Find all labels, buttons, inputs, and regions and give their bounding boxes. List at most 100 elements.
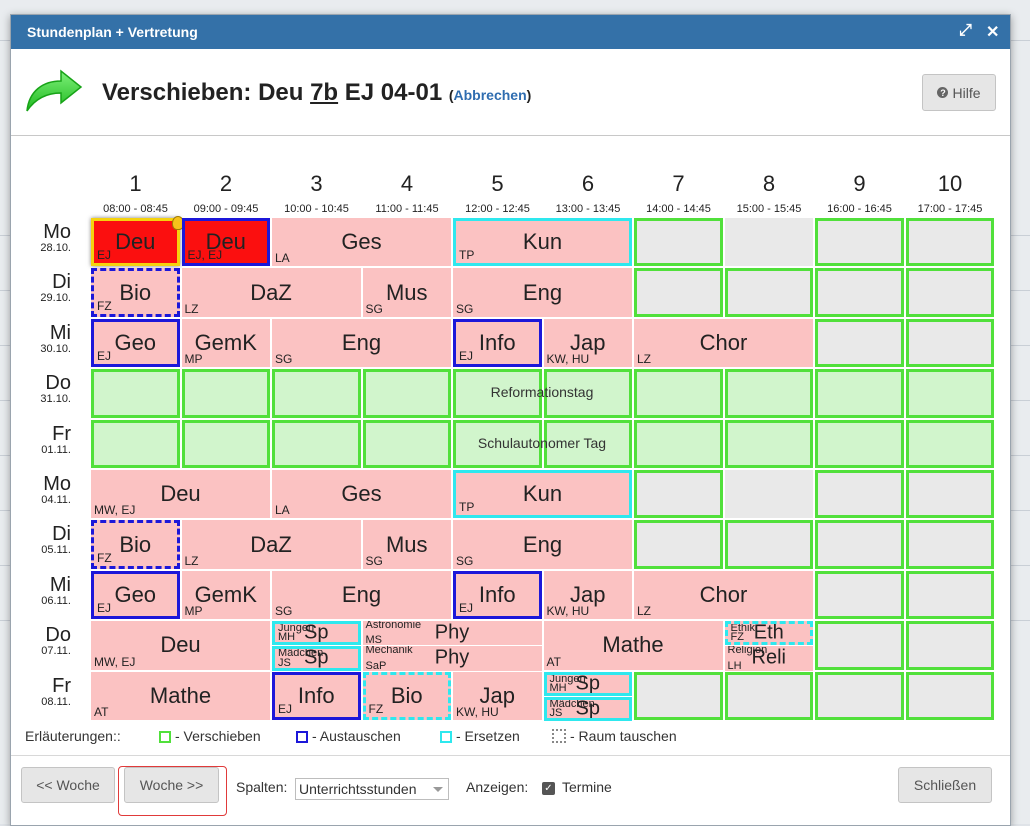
lesson-half-cell[interactable]: Sp Jungen MH [543,671,632,696]
lesson-cell[interactable]: Mus SG [362,268,451,317]
lesson-cell[interactable]: Jap KW, HU [453,671,542,720]
holiday-slot[interactable] [91,419,180,468]
empty-slot[interactable] [815,268,904,317]
empty-slot[interactable] [905,671,994,720]
close-button[interactable]: Schließen [898,767,992,803]
holiday-slot[interactable] [181,369,270,418]
lesson-cell[interactable]: Eng SG [272,318,451,368]
holiday-slot[interactable] [91,369,180,418]
lesson-cell[interactable]: Ges LA [272,470,451,519]
lesson-cell[interactable]: Kun TP [453,218,632,267]
holiday-slot[interactable] [815,369,904,418]
lesson-cell[interactable]: Deu MW, EJ [91,470,270,519]
lesson-cell[interactable]: Chor LZ [634,318,813,368]
lesson-half-cell[interactable]: Sp Jungen MH [272,621,361,646]
holiday-slot[interactable] [815,419,904,468]
holiday-slot[interactable] [272,369,361,418]
empty-slot[interactable] [905,470,994,519]
maximize-icon[interactable]: ⤢ [959,22,972,39]
lesson-cell[interactable]: GemK MP [181,318,270,368]
empty-slot[interactable] [905,318,994,368]
holiday-slot[interactable] [453,419,542,468]
lesson-cell[interactable]: Deu MW, EJ [91,621,270,670]
prev-week-button[interactable]: << Woche [21,767,115,803]
lesson-cell[interactable]: Info EJ [272,671,361,720]
lesson-cell[interactable]: DaZ LZ [181,268,361,317]
holiday-slot[interactable] [724,369,813,418]
lesson-half-cell[interactable]: Sp Mädchen JS [543,696,632,721]
holiday-slot[interactable] [634,369,723,418]
empty-slot[interactable] [815,470,904,519]
empty-slot[interactable] [634,671,723,720]
lesson-cell[interactable]: Info EJ [453,318,542,368]
holiday-slot[interactable] [543,369,632,418]
empty-slot[interactable] [905,621,994,670]
lesson-cell[interactable]: Ges LA [272,218,451,267]
lesson-cell[interactable]: DaZ LZ [181,520,361,569]
holiday-slot[interactable] [181,419,270,468]
cancel-link[interactable]: Abbrechen [453,87,527,103]
events-checkbox[interactable]: ✓ [542,782,555,795]
empty-slot[interactable] [905,570,994,620]
empty-slot[interactable] [905,218,994,267]
lesson-cell[interactable]: Mathe AT [543,621,723,670]
lesson-half-cell[interactable]: Phy Astronomie MS [362,621,542,646]
lesson-cell[interactable]: Deu EJ, EJ [181,218,270,267]
empty-slot[interactable] [815,671,904,720]
period-time: 15:00 - 15:45 [736,203,802,215]
holiday-slot[interactable] [634,419,723,468]
empty-slot[interactable] [815,570,904,620]
lesson-cell[interactable]: Chor LZ [634,570,813,620]
empty-slot[interactable] [815,218,904,267]
legend-swap-swatch [296,731,308,743]
columns-select[interactable]: Unterrichtsstunden [295,778,449,800]
class-link[interactable]: 7b [310,79,339,106]
next-week-button[interactable]: Woche >> [124,767,219,803]
lesson-subject: Kun [522,229,563,255]
empty-slot[interactable] [724,671,813,720]
empty-slot[interactable] [634,520,723,569]
empty-slot[interactable] [905,268,994,317]
lesson-cell[interactable]: Bio FZ [91,520,180,569]
holiday-slot[interactable] [905,369,994,418]
lesson-cell[interactable]: Deu EJ [91,218,180,267]
lesson-cell[interactable]: Kun TP [453,470,632,519]
lesson-cell[interactable]: Jap KW, HU [543,570,632,620]
lesson-cell[interactable]: Geo EJ [91,570,180,620]
lesson-cell[interactable]: Eng SG [272,570,451,620]
holiday-slot[interactable] [724,419,813,468]
holiday-slot[interactable] [905,419,994,468]
lesson-cell[interactable]: Eng SG [453,520,632,569]
empty-slot[interactable] [634,268,723,317]
empty-slot[interactable] [815,520,904,569]
lesson-half-cell[interactable]: Sp Mädchen JS [272,646,361,671]
empty-slot[interactable] [724,218,813,267]
empty-slot[interactable] [634,218,723,267]
help-button[interactable]: ? Hilfe [922,74,996,111]
empty-slot[interactable] [634,470,723,519]
lesson-cell[interactable]: Bio FZ [362,671,451,720]
lesson-cell[interactable]: Info EJ [453,570,542,620]
empty-slot[interactable] [724,520,813,569]
empty-slot[interactable] [905,520,994,569]
holiday-slot[interactable] [543,419,632,468]
holiday-slot[interactable] [453,369,542,418]
empty-slot[interactable] [815,621,904,670]
holiday-slot[interactable] [272,419,361,468]
holiday-slot[interactable] [362,369,451,418]
lesson-half-cell[interactable]: Phy Mechanik SaP [362,646,542,671]
empty-slot[interactable] [724,470,813,519]
lesson-half-cell[interactable]: Eth Ethik FZ [724,621,813,646]
close-icon[interactable]: ✕ [986,24,1000,41]
lesson-cell[interactable]: Jap KW, HU [543,318,632,368]
empty-slot[interactable] [724,268,813,317]
lesson-cell[interactable]: Mus SG [362,520,451,569]
lesson-half-cell[interactable]: Reli Religion LH [724,646,813,671]
lesson-cell[interactable]: Eng SG [453,268,632,317]
holiday-slot[interactable] [362,419,451,468]
lesson-cell[interactable]: Mathe AT [91,671,270,720]
lesson-cell[interactable]: Bio FZ [91,268,180,317]
lesson-cell[interactable]: Geo EJ [91,318,180,368]
lesson-cell[interactable]: GemK MP [181,570,270,620]
empty-slot[interactable] [815,318,904,368]
